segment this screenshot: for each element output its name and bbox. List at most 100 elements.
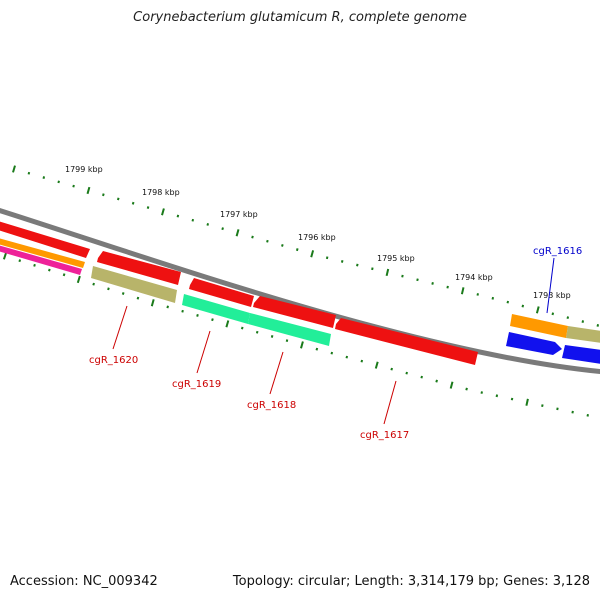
kbp-label-1793: 1793 kbp	[533, 291, 571, 300]
outer-scale-tick	[401, 274, 404, 278]
outer-scale-tick	[325, 256, 329, 260]
outer-scale-tick	[221, 227, 224, 231]
outer-scale-tick	[581, 320, 585, 323]
outer-scale-tick	[12, 165, 16, 173]
inner-scale-tick	[525, 398, 529, 406]
inner-scale-tick	[2, 252, 8, 260]
inner-scale-tick	[150, 299, 155, 307]
outer-scale-tick	[146, 206, 150, 209]
outer-scale-tick	[310, 250, 315, 258]
inner-scale-tick	[374, 361, 379, 369]
inner-scale-tick	[586, 413, 589, 417]
feature-green-1618	[248, 313, 331, 346]
gene-label-cgR_1616: cgR_1616	[533, 246, 582, 257]
leader-cgR_1618	[269, 351, 284, 395]
kbp-label-1795: 1795 kbp	[377, 254, 415, 263]
kbp-label-1796: 1796 kbp	[298, 233, 336, 242]
outer-scale-tick	[281, 244, 284, 247]
inner-scale-tick	[495, 394, 499, 398]
inner-scale-tick	[121, 292, 125, 295]
inner-scale-tick	[300, 341, 304, 349]
inner-scale-tick	[571, 410, 574, 414]
outer-scale-tick	[506, 300, 510, 304]
inner-scale-tick	[510, 397, 514, 401]
feature-orange-1616	[510, 314, 568, 338]
genome-summary-text: Topology: circular; Length: 3,314,179 bp…	[232, 574, 590, 589]
gene-label-cgR_1618: cgR_1618	[247, 400, 296, 411]
feature-blue-1616	[506, 332, 562, 355]
inner-scale-tick	[315, 347, 319, 351]
gene-label-cgR_1617: cgR_1617	[360, 430, 409, 441]
outer-scale-tick	[340, 260, 344, 263]
inner-scale-tick	[420, 375, 423, 379]
genome-backbone	[0, 207, 600, 374]
inner-scale-tick	[211, 318, 214, 322]
accession-text: Accession: NC_009342	[10, 574, 158, 589]
inner-scale-tick	[360, 359, 364, 363]
kbp-label-1794: 1794 kbp	[455, 273, 493, 282]
feature-tan-1616	[566, 326, 600, 343]
outer-scale-tick	[566, 316, 570, 320]
outer-scale-tick	[266, 239, 269, 243]
outer-scale-tick	[431, 282, 434, 285]
inner-scale-tick	[449, 381, 454, 389]
outer-scale-tick	[596, 324, 600, 327]
feature-green-1619	[182, 294, 250, 324]
outer-scale-tick	[446, 285, 449, 289]
outer-scale-tick	[42, 176, 46, 179]
outer-scale-tick	[235, 229, 240, 237]
inner-scale-tick	[480, 391, 483, 394]
outer-scale-tick	[491, 296, 495, 300]
outer-scale-tick	[535, 306, 540, 314]
inner-scale-tick	[107, 287, 110, 291]
leader-cgR_1620	[112, 305, 128, 350]
inner-scale-tick	[76, 275, 81, 284]
outer-scale-tick	[191, 218, 195, 222]
inner-scale-tick	[270, 335, 274, 338]
inner-scale-tick	[405, 371, 408, 375]
inner-scale-tick	[196, 314, 199, 317]
feature-orange-left	[0, 238, 85, 268]
feature-cds-1619-upper	[189, 278, 254, 307]
outer-scale-tick	[102, 193, 105, 197]
inner-scale-tick	[225, 320, 230, 328]
outer-scale-tick	[86, 186, 91, 195]
inner-scale-tick	[541, 404, 544, 408]
kbp-label-1798: 1798 kbp	[142, 188, 180, 197]
inner-scale-tick	[181, 309, 184, 313]
feature-pink-left	[0, 245, 82, 275]
feature-cds-1618-upper	[253, 296, 336, 328]
inner-scale-tick	[92, 282, 95, 286]
outer-scale-tick	[356, 263, 359, 267]
feature-red-left	[0, 221, 90, 258]
outer-scale-tick	[116, 197, 120, 201]
outer-scale-tick	[551, 312, 555, 316]
leader-cgR_1617	[383, 380, 397, 425]
inner-scale-tick	[48, 268, 51, 272]
outer-tick-ring	[12, 165, 600, 327]
inner-scale-tick	[240, 326, 244, 330]
outer-scale-tick	[206, 223, 210, 226]
feature-cds-1617-upper	[335, 318, 478, 365]
inner-scale-tick	[345, 355, 349, 359]
feature-tan-1620	[91, 266, 177, 303]
outer-scale-tick	[371, 267, 374, 271]
gene-label-cgR_1620: cgR_1620	[89, 355, 138, 366]
leader-cgR_1619	[196, 330, 211, 374]
outer-scale-tick	[161, 208, 165, 216]
kbp-label-1797: 1797 kbp	[220, 210, 258, 219]
outer-scale-tick	[476, 293, 479, 296]
outer-scale-tick	[72, 184, 75, 188]
inner-scale-tick	[556, 407, 559, 411]
outer-scale-tick	[416, 278, 419, 282]
kbp-label-1799: 1799 kbp	[65, 165, 103, 174]
leader-cgR_1616	[546, 257, 555, 314]
outer-scale-tick	[521, 304, 525, 308]
outer-scale-tick	[57, 180, 60, 184]
outer-scale-tick	[27, 171, 31, 175]
gene-label-cgR_1619: cgR_1619	[172, 379, 221, 390]
outer-scale-tick	[251, 235, 254, 239]
inner-scale-tick	[255, 330, 259, 334]
feature-cds-1620-upper	[97, 251, 181, 285]
